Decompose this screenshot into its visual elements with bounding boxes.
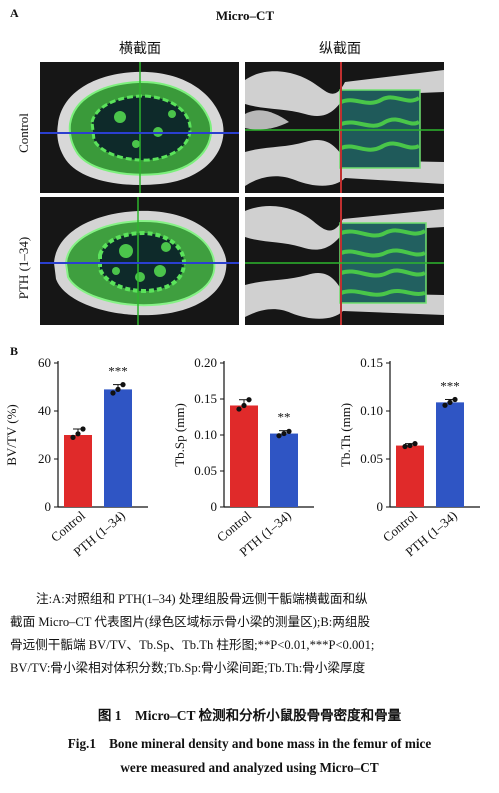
y-tick-label: 20 (38, 451, 51, 466)
y-axis-label: Tb.Th (mm) (338, 403, 353, 467)
significance-label: ** (278, 410, 291, 425)
row-label-pth-wrap: PTH (1–34) (12, 225, 36, 315)
data-point (276, 433, 282, 439)
y-axis-label: Tb.Sp (mm) (172, 403, 187, 467)
figure-caption-en-2: were measured and analyzed using Micro–C… (120, 760, 379, 775)
data-point (236, 406, 242, 412)
ct-image-control-longitudinal (245, 62, 444, 193)
note-line-2: 截面 Micro–CT 代表图片(绿色区域标示骨小梁的测量区);B:两组股 (10, 615, 371, 629)
data-point (286, 428, 292, 434)
note-line-4: BV/TV:骨小梁相对体积分数;Tb.Sp:骨小梁间距;Tb.Th:骨小梁厚度 (10, 661, 366, 675)
data-point (70, 434, 76, 440)
data-point (241, 402, 247, 409)
note-line-1: 注:A:对照组和 PTH(1–34) 处理组股骨远侧干骺端横截面和纵 (36, 592, 368, 606)
bar-pth (270, 433, 298, 507)
figure-note: 注:A:对照组和 PTH(1–34) 处理组股骨远侧干骺端横截面和纵 截面 Mi… (10, 588, 490, 680)
y-tick-label: 0.10 (194, 427, 217, 442)
significance-label: *** (108, 364, 128, 379)
micro-ct-title: Micro–CT (215, 8, 275, 23)
data-point (402, 443, 408, 450)
y-axis-label: BV/TV (%) (4, 404, 19, 466)
figure-caption-cn: 图 1 Micro–CT 检测和分析小鼠股骨骨密度和骨量 (97, 708, 402, 723)
y-tick-label: 0.15 (360, 355, 383, 370)
row-label-control: Control (16, 113, 31, 153)
bar-pth (436, 402, 464, 507)
significance-label: *** (440, 378, 460, 393)
note-line-3: 骨远侧干骺端 BV/TV、Tb.Sp、Tb.Th 柱形图;**P<0.01,**… (10, 638, 375, 652)
ct-image-control-transverse (40, 62, 239, 193)
bar-control (230, 405, 258, 507)
y-tick-label: 0.05 (194, 463, 217, 478)
y-tick-label: 0.05 (360, 451, 383, 466)
data-point (80, 426, 86, 432)
data-point (110, 390, 116, 396)
figure-caption-en-1: Fig.1 Bone mineral density and bone mass… (67, 736, 432, 751)
row-label-control-wrap: Control (12, 100, 36, 170)
data-point (412, 441, 418, 447)
data-point (447, 399, 453, 405)
y-tick-label: 0.20 (194, 355, 217, 370)
y-tick-label: 60 (38, 355, 51, 370)
data-point (120, 382, 126, 388)
ct-image-pth-transverse (40, 197, 239, 325)
data-point (246, 397, 252, 403)
data-point (115, 386, 121, 392)
bar-control (396, 445, 424, 507)
row-label-pth: PTH (1–34) (16, 236, 31, 300)
data-point (407, 442, 413, 449)
data-point (442, 402, 448, 408)
col-label-transverse: 横截面 (119, 42, 161, 57)
col-label-longitudinal: 纵截面 (319, 42, 361, 57)
ct-image-pth-longitudinal (245, 197, 444, 325)
bar-control (64, 435, 92, 507)
panel-b-letter: B (10, 344, 19, 358)
y-tick-label: 0 (377, 499, 384, 514)
y-tick-label: 0 (45, 499, 52, 514)
y-tick-label: 0.15 (194, 391, 217, 406)
bar-pth (104, 389, 132, 507)
y-tick-label: 0.10 (360, 403, 383, 418)
data-point (75, 431, 81, 437)
data-point (281, 430, 287, 437)
panel-a-letter: A (10, 6, 19, 20)
y-tick-label: 40 (38, 403, 51, 418)
y-tick-label: 0 (211, 499, 218, 514)
data-point (452, 396, 458, 403)
